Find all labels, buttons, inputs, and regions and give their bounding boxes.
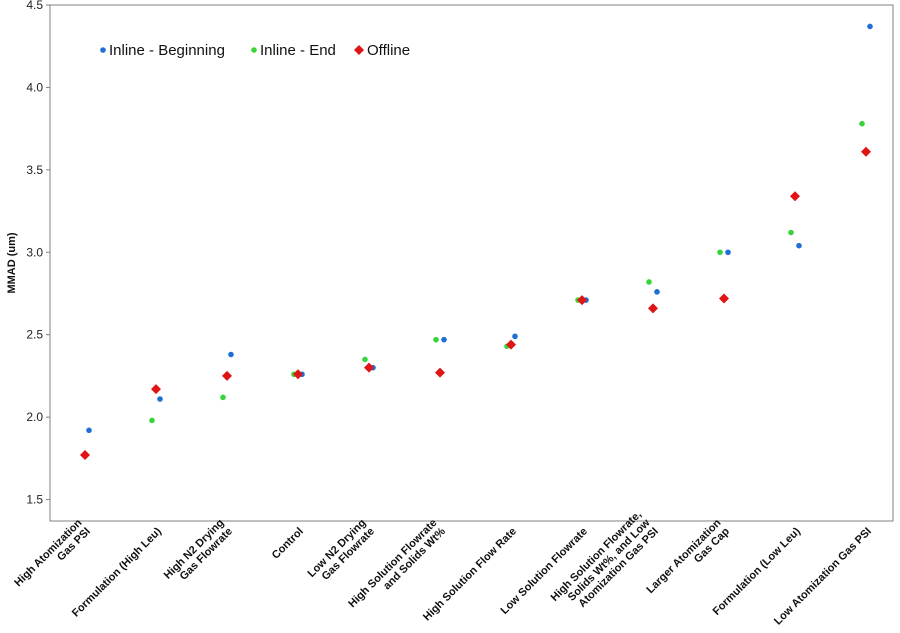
- y-tick-label: 2.5: [26, 328, 43, 342]
- point-offline: [151, 384, 161, 395]
- point-offline: [719, 293, 729, 304]
- point-inline-beginning: [796, 242, 802, 249]
- y-axis: 1.5 2.0 2.5 3.0 3.5 4.0 4.5: [26, 0, 50, 507]
- point-inline-beginning: [725, 249, 731, 256]
- point-offline: [435, 367, 445, 378]
- legend-marker-inline-end: [251, 47, 257, 53]
- point-inline-beginning: [654, 289, 660, 295]
- point-inline-beginning: [512, 333, 518, 340]
- point-inline-beginning: [228, 351, 234, 358]
- point-offline: [293, 369, 303, 380]
- point-inline-end: [362, 356, 368, 363]
- legend-marker-inline-beginning: [100, 47, 106, 53]
- plot-frame: [49, 4, 894, 522]
- legend-label: Inline - Beginning: [109, 42, 225, 59]
- y-tick-label: 4.5: [26, 0, 43, 12]
- point-offline: [861, 146, 871, 157]
- point-inline-beginning: [867, 23, 873, 30]
- point-inline-beginning: [86, 427, 92, 434]
- point-inline-end: [717, 249, 723, 256]
- legend-label: Offline: [367, 42, 410, 59]
- legend-label: Inline - End: [260, 42, 336, 59]
- point-inline-end: [149, 417, 155, 424]
- y-tick-label: 3.5: [26, 163, 43, 177]
- point-inline-end: [220, 394, 226, 401]
- point-inline-end: [433, 336, 439, 343]
- point-offline: [222, 370, 232, 381]
- point-inline-end: [646, 279, 652, 285]
- point-inline-end: [788, 229, 794, 236]
- point-offline: [577, 295, 587, 306]
- y-axis-title: MMAD (um): [6, 232, 18, 293]
- y-tick-label: 4.0: [26, 80, 43, 94]
- legend: Inline - Beginning Inline - End Offline: [100, 42, 410, 59]
- point-inline-beginning: [157, 396, 163, 402]
- point-offline: [790, 191, 800, 202]
- point-offline: [506, 339, 516, 350]
- point-offline: [80, 450, 90, 461]
- point-offline: [364, 362, 374, 373]
- point-inline-beginning: [441, 336, 447, 343]
- legend-marker-offline: [354, 45, 364, 55]
- y-tick-label: 1.5: [26, 493, 43, 507]
- y-tick-label: 2.0: [26, 410, 43, 424]
- y-tick-label: 3.0: [26, 245, 43, 259]
- point-offline: [648, 303, 658, 314]
- point-inline-end: [859, 120, 865, 127]
- data-points: [80, 23, 873, 461]
